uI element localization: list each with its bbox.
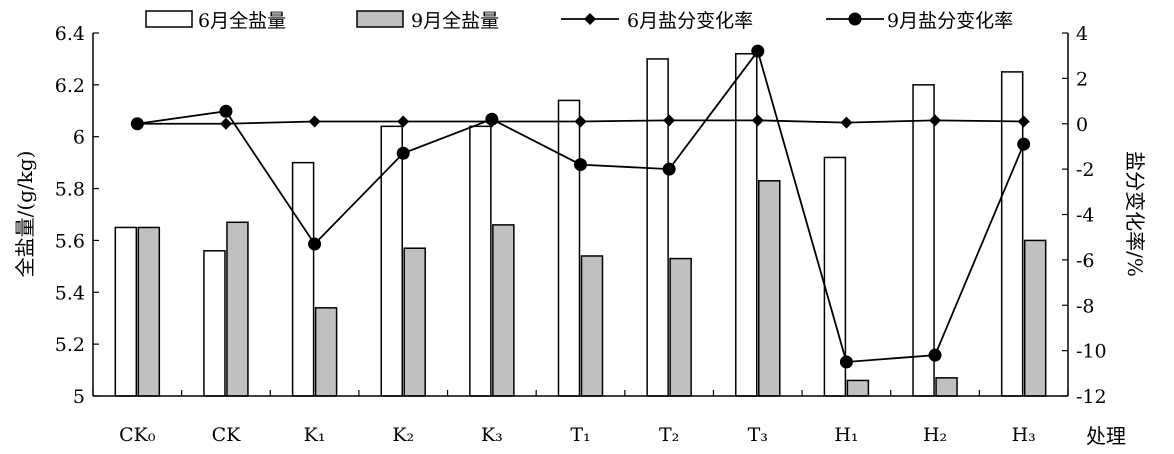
y2-tick-label: -8 bbox=[1076, 295, 1095, 317]
bar bbox=[1023, 239, 1047, 397]
legend-diamond bbox=[584, 13, 596, 25]
x-tick-label: H₃ bbox=[1012, 424, 1036, 446]
bar bbox=[403, 247, 426, 397]
x-tick-label: K₂ bbox=[392, 424, 414, 446]
y2-tick-label: -6 bbox=[1076, 250, 1095, 272]
x-tick-label: K₃ bbox=[481, 424, 503, 446]
circle-point bbox=[928, 348, 942, 362]
legend-swatch bbox=[356, 10, 404, 28]
circle-point bbox=[219, 104, 233, 118]
bar bbox=[291, 161, 315, 397]
y2-tick-label: -10 bbox=[1076, 341, 1107, 363]
circle-point bbox=[1017, 137, 1031, 151]
y-tick-label: 5.8 bbox=[55, 179, 85, 201]
y2-tick-label: 4 bbox=[1076, 23, 1088, 45]
y2-axis-title: 盐分变化率/% bbox=[1123, 151, 1147, 277]
x-tick-label: CK₀ bbox=[119, 424, 156, 446]
legend-label: 6月盐分变化率 bbox=[627, 10, 753, 32]
circle-point bbox=[574, 158, 587, 172]
legend-label: 9月全盐量 bbox=[411, 10, 499, 32]
circle-point bbox=[751, 44, 765, 58]
y-tick-label: 6 bbox=[73, 127, 85, 149]
y-tick-label: 5.4 bbox=[55, 282, 85, 304]
legend-label: 6月全盐量 bbox=[198, 10, 286, 32]
circle-point bbox=[485, 112, 499, 126]
diamond-point bbox=[397, 115, 410, 128]
circle-point bbox=[308, 237, 322, 251]
legend-circle bbox=[848, 12, 862, 26]
bar bbox=[846, 379, 870, 397]
y2-tick-label: -4 bbox=[1076, 205, 1095, 227]
bar bbox=[314, 307, 338, 397]
bar bbox=[137, 226, 161, 397]
y-tick-label: 6.4 bbox=[55, 23, 85, 45]
circle-point bbox=[662, 162, 676, 176]
bar bbox=[735, 52, 758, 397]
legend-swatch bbox=[145, 10, 193, 28]
diamond-point bbox=[1017, 115, 1030, 128]
x-axis-title: 处理 bbox=[1086, 424, 1126, 448]
y-axis-title: 全盐量/(g/kg) bbox=[13, 151, 37, 278]
diamond-point bbox=[751, 114, 764, 127]
circle-point bbox=[130, 117, 144, 131]
tick-labels: 5 5.2 5.4 5.6 5.8 6 6.2 6.4 -12 -10 -8 -6 -4 -2 0 2 4 CK₀… bbox=[55, 23, 1107, 446]
y-tick-label: 5.6 bbox=[55, 230, 85, 252]
legend-label: 9月盐分变化率 bbox=[887, 10, 1013, 32]
y2-tick-label: 2 bbox=[1076, 68, 1088, 90]
circle-point bbox=[839, 355, 853, 369]
bar bbox=[935, 377, 958, 397]
legend: 6月全盐量 9月全盐量 6月盐分变化率 9月盐分变化率 bbox=[145, 10, 1013, 32]
bar bbox=[492, 224, 515, 397]
y2-tick-label: 0 bbox=[1076, 114, 1088, 136]
bar bbox=[380, 125, 403, 397]
bar bbox=[557, 99, 581, 397]
x-tick-label: H₂ bbox=[923, 424, 947, 446]
diamond-point bbox=[663, 114, 676, 127]
line-layer bbox=[130, 44, 1031, 369]
bar bbox=[758, 180, 781, 397]
bar bbox=[469, 125, 492, 397]
bar bbox=[203, 250, 226, 397]
x-tick-label: T₂ bbox=[659, 424, 679, 446]
x-tick-label: T₁ bbox=[570, 424, 590, 446]
bar bbox=[669, 257, 692, 397]
x-tick-label: K₁ bbox=[304, 424, 326, 446]
x-tick-label: CK bbox=[212, 424, 242, 446]
bar bbox=[912, 84, 935, 397]
bar-layer bbox=[114, 52, 1047, 397]
series-line bbox=[137, 49, 1025, 363]
x-tick-label: H₁ bbox=[834, 424, 858, 446]
diamond-point bbox=[840, 116, 853, 129]
bar bbox=[114, 226, 138, 397]
bar bbox=[580, 255, 604, 397]
axes bbox=[92, 32, 1069, 397]
diamond-point bbox=[574, 115, 587, 128]
diamond-point bbox=[308, 115, 321, 128]
circle-point bbox=[396, 146, 410, 160]
bar bbox=[646, 58, 669, 397]
x-tick-label: T₃ bbox=[748, 424, 768, 446]
y2-tick-label: -12 bbox=[1076, 386, 1107, 408]
y-tick-label: 6.2 bbox=[55, 75, 85, 97]
y-tick-label: 5.2 bbox=[55, 334, 85, 356]
y-tick-label: 5 bbox=[73, 386, 85, 408]
bar bbox=[226, 221, 249, 397]
diamond-point bbox=[219, 117, 232, 130]
y2-tick-label: -2 bbox=[1076, 159, 1095, 181]
diamond-point bbox=[929, 114, 942, 127]
